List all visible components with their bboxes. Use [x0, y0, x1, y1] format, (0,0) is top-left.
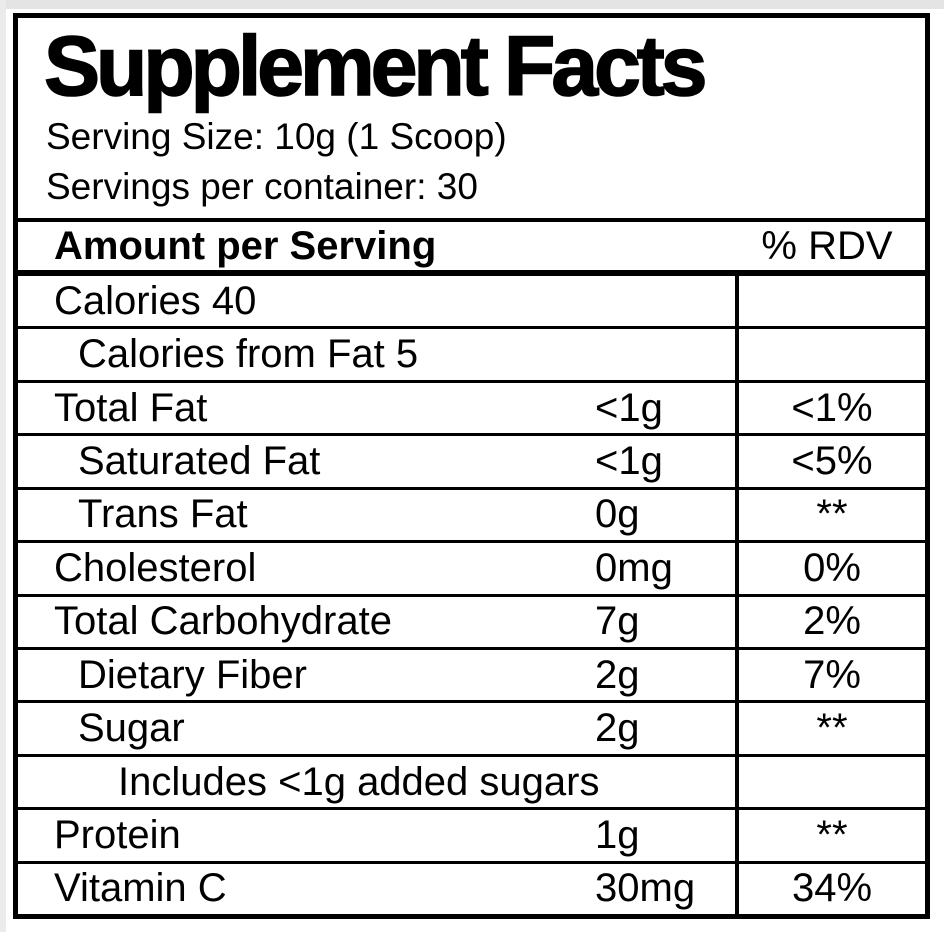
panel-title: Supplement Facts [43, 19, 708, 113]
table-row: Trans Fat 0g ** [18, 489, 925, 544]
table-row: Total Carbohydrate 7g 2% [18, 596, 925, 650]
nutrient-amount: 0g [595, 492, 640, 537]
nutrient-cell: Trans Fat 0g [18, 490, 735, 540]
supplement-facts-panel: Supplement Facts Serving Size: 10g (1 Sc… [13, 13, 930, 919]
table-row: Cholesterol 0mg 0% [18, 543, 925, 597]
table-row: Dietary Fiber 2g 7% [18, 649, 925, 704]
nutrient-cell: Dietary Fiber 2g [18, 650, 735, 700]
nutrient-rows: Calories 40 Calories from Fat 5 Total Fa… [18, 276, 925, 915]
serving-size-text: Serving Size: 10g (1 Scoop) [46, 116, 507, 157]
nutrient-rdv-value: <5% [735, 436, 925, 487]
table-row: Calories from Fat 5 [18, 329, 925, 383]
nutrient-name: Saturated Fat [78, 438, 321, 483]
column-header-row: Amount per Serving % RDV [18, 222, 925, 276]
nutrient-amount: <1g [595, 385, 663, 430]
nutrient-rdv-value [735, 276, 925, 327]
nutrient-name: Vitamin C [54, 866, 227, 911]
table-row: Vitamin C 30mg 34% [18, 863, 925, 915]
nutrient-name: Total Fat [54, 385, 208, 430]
nutrient-rdv-value: 34% [735, 863, 925, 915]
nutrient-cell: Cholesterol 0mg [18, 543, 735, 593]
nutrient-rdv-value: ** [735, 489, 925, 541]
nutrient-rdv-value: 7% [735, 649, 925, 701]
table-row: Total Fat <1g <1% [18, 382, 925, 437]
nutrient-name: Calories from Fat 5 [78, 332, 419, 377]
nutrient-amount: 0mg [595, 545, 673, 590]
amount-per-serving-header: Amount per Serving [54, 223, 437, 268]
nutrient-cell: Vitamin C 30mg [18, 864, 735, 914]
nutrient-rdv-value: ** [735, 703, 925, 754]
nutrient-rdv-value: <1% [735, 382, 925, 434]
screenshot-left-edge [0, 0, 6, 932]
nutrient-cell: Calories 40 [18, 276, 735, 326]
nutrient-rdv-value: 0% [735, 543, 925, 594]
nutrient-amount: 30mg [595, 866, 696, 911]
servings-per-container-text: Servings per container: 30 [46, 166, 478, 207]
nutrient-cell: Protein 1g [18, 810, 735, 860]
nutrient-rdv-value [735, 329, 925, 380]
nutrient-rdv-value: ** [735, 810, 925, 861]
table-row: Calories 40 [18, 276, 925, 330]
nutrient-amount: 1g [595, 812, 640, 857]
nutrient-name: Cholesterol [54, 545, 257, 590]
nutrient-name: Includes <1g added sugars [118, 759, 600, 804]
nutrient-cell: Includes <1g added sugars [18, 757, 735, 807]
nutrient-rdv-value [735, 756, 925, 808]
nutrient-amount: 2g [595, 706, 640, 751]
panel-header-section: Supplement Facts Serving Size: 10g (1 Sc… [18, 18, 925, 222]
nutrient-name: Trans Fat [78, 492, 248, 537]
nutrient-name: Sugar [78, 706, 185, 751]
table-row: Saturated Fat <1g <5% [18, 436, 925, 490]
rdv-header: % RDV [761, 223, 893, 268]
table-row: Sugar 2g ** [18, 703, 925, 757]
nutrient-rdv-value: 2% [735, 596, 925, 647]
table-row: Protein 1g ** [18, 810, 925, 864]
screenshot-top-edge [0, 0, 944, 9]
nutrient-amount: 2g [595, 652, 640, 697]
nutrient-name: Total Carbohydrate [54, 599, 392, 644]
nutrient-cell: Total Carbohydrate 7g [18, 597, 735, 647]
nutrient-name: Protein [54, 812, 181, 857]
nutrient-name: Dietary Fiber [78, 652, 307, 697]
table-row: Includes <1g added sugars [18, 756, 925, 811]
nutrient-cell: Calories from Fat 5 [18, 329, 735, 379]
nutrient-cell: Total Fat <1g [18, 383, 735, 433]
nutrient-amount: 7g [595, 599, 640, 644]
nutrient-cell: Saturated Fat <1g [18, 436, 735, 486]
nutrient-amount: <1g [595, 438, 663, 483]
nutrient-cell: Sugar 2g [18, 703, 735, 753]
nutrient-name: Calories 40 [54, 278, 257, 323]
